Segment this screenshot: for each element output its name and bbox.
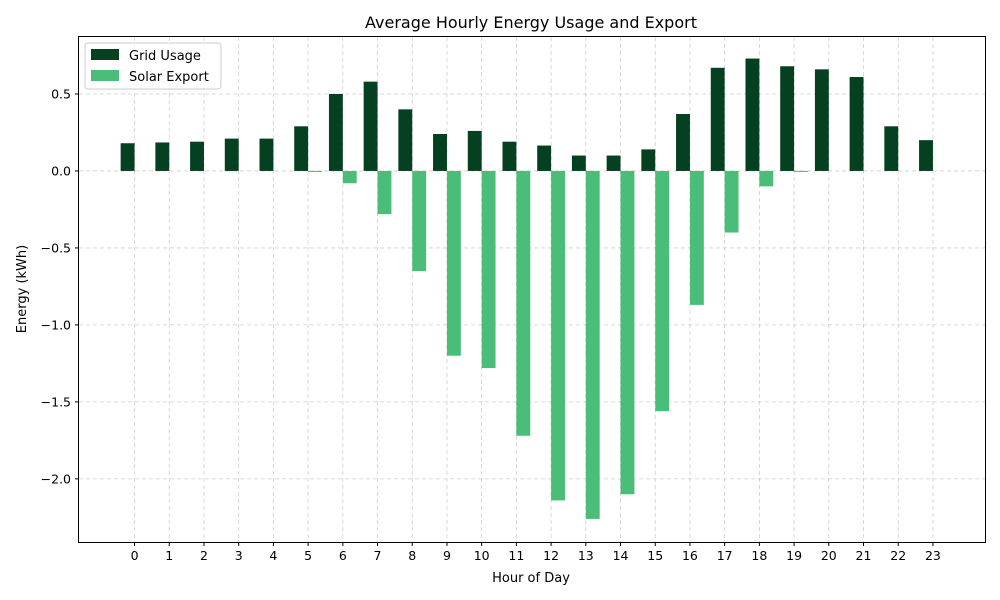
y-tick-label: −0.5: [41, 240, 71, 255]
bar-solar-export: [412, 170, 427, 272]
bar-solar-export: [342, 170, 357, 184]
x-tick-label: 23: [925, 548, 941, 563]
x-tick-label: 20: [821, 548, 837, 563]
y-tick-label: 0.0: [51, 163, 71, 178]
x-tick-label: 22: [890, 548, 906, 563]
bar-grid-usage: [641, 149, 656, 171]
y-tick-label: −1.0: [41, 317, 71, 332]
bar-grid-usage: [467, 130, 482, 171]
bar-grid-usage: [363, 81, 378, 171]
x-tick-label: 19: [786, 548, 802, 563]
y-tick-label: −1.5: [41, 394, 71, 409]
bar-solar-export: [551, 170, 565, 501]
bar-grid-usage: [849, 77, 864, 171]
bar-solar-export: [794, 170, 808, 172]
bar-solar-export: [655, 170, 670, 412]
x-tick-label: 6: [339, 548, 347, 563]
bar-grid-usage: [224, 138, 239, 171]
x-tick-label: 0: [131, 548, 139, 563]
bar-grid-usage: [294, 126, 309, 171]
x-tick-label: 9: [443, 548, 451, 563]
bar-grid-usage: [710, 67, 725, 171]
bar-solar-export: [308, 170, 322, 172]
x-tick-label: 2: [200, 548, 208, 563]
x-tick-label: 4: [269, 548, 277, 563]
x-tick-label: 3: [235, 548, 243, 563]
bar-grid-usage: [190, 141, 204, 171]
chart-title: Average Hourly Energy Usage and Export: [365, 13, 697, 32]
bar-solar-export: [516, 170, 531, 436]
x-tick-label: 8: [408, 548, 416, 563]
bar-solar-export: [446, 170, 461, 356]
x-tick-label: 14: [613, 548, 629, 563]
legend-label-grid-usage: Grid Usage: [129, 49, 201, 64]
bar-solar-export: [481, 170, 496, 369]
legend-label-solar-export: Solar Export: [129, 70, 209, 85]
x-tick-label: 17: [717, 548, 733, 563]
bar-solar-export: [724, 170, 739, 233]
x-tick-label: 7: [374, 548, 382, 563]
bar-grid-usage: [259, 138, 274, 171]
bar-solar-export: [377, 170, 392, 215]
bar-grid-usage: [398, 109, 413, 171]
bar-grid-usage: [745, 58, 760, 171]
bar-grid-usage: [571, 155, 586, 171]
bar-grid-usage: [537, 145, 552, 171]
legend: Grid Usage Solar Export: [84, 42, 222, 90]
y-tick-label: 0.5: [51, 86, 71, 101]
legend-swatch-grid-usage: [91, 49, 119, 60]
x-tick-label: 10: [474, 548, 490, 563]
y-tick-label: −2.0: [41, 471, 71, 486]
bar-solar-export: [759, 170, 774, 187]
bar-grid-usage: [919, 140, 933, 171]
bar-solar-export: [585, 170, 600, 519]
x-tick-label: 1: [165, 548, 173, 563]
plot-area-frame: [78, 36, 986, 543]
x-tick-label: 12: [543, 548, 559, 563]
x-axis-title: Hour of Day: [492, 571, 570, 586]
bar-grid-usage: [155, 142, 170, 171]
x-tick-label: 16: [682, 548, 698, 563]
ticks-layer: 0 1 2 3 4 5 6 7 8 9 10 11 12 13 14 15 16 17 18 19 20 21 22 23−2…: [41, 86, 941, 563]
bar-grid-usage: [814, 69, 829, 171]
bars-layer: [120, 58, 933, 519]
bar-grid-usage: [433, 133, 447, 171]
x-tick-label: 11: [508, 548, 524, 563]
bar-grid-usage: [780, 66, 795, 171]
bar-solar-export: [689, 170, 704, 305]
bar-grid-usage: [884, 126, 899, 171]
bar-grid-usage: [120, 143, 135, 171]
x-tick-label: 5: [304, 548, 312, 563]
x-tick-label: 21: [856, 548, 872, 563]
bar-grid-usage: [606, 155, 621, 171]
bar-grid-usage: [502, 141, 517, 171]
bar-solar-export: [620, 170, 635, 495]
y-axis-title: Energy (kWh): [15, 245, 30, 333]
bar-grid-usage: [328, 93, 343, 171]
x-tick-label: 15: [647, 548, 663, 563]
bar-grid-usage: [676, 113, 690, 171]
legend-swatch-solar-export: [91, 70, 119, 81]
x-tick-label: 18: [751, 548, 767, 563]
x-tick-label: 13: [578, 548, 594, 563]
